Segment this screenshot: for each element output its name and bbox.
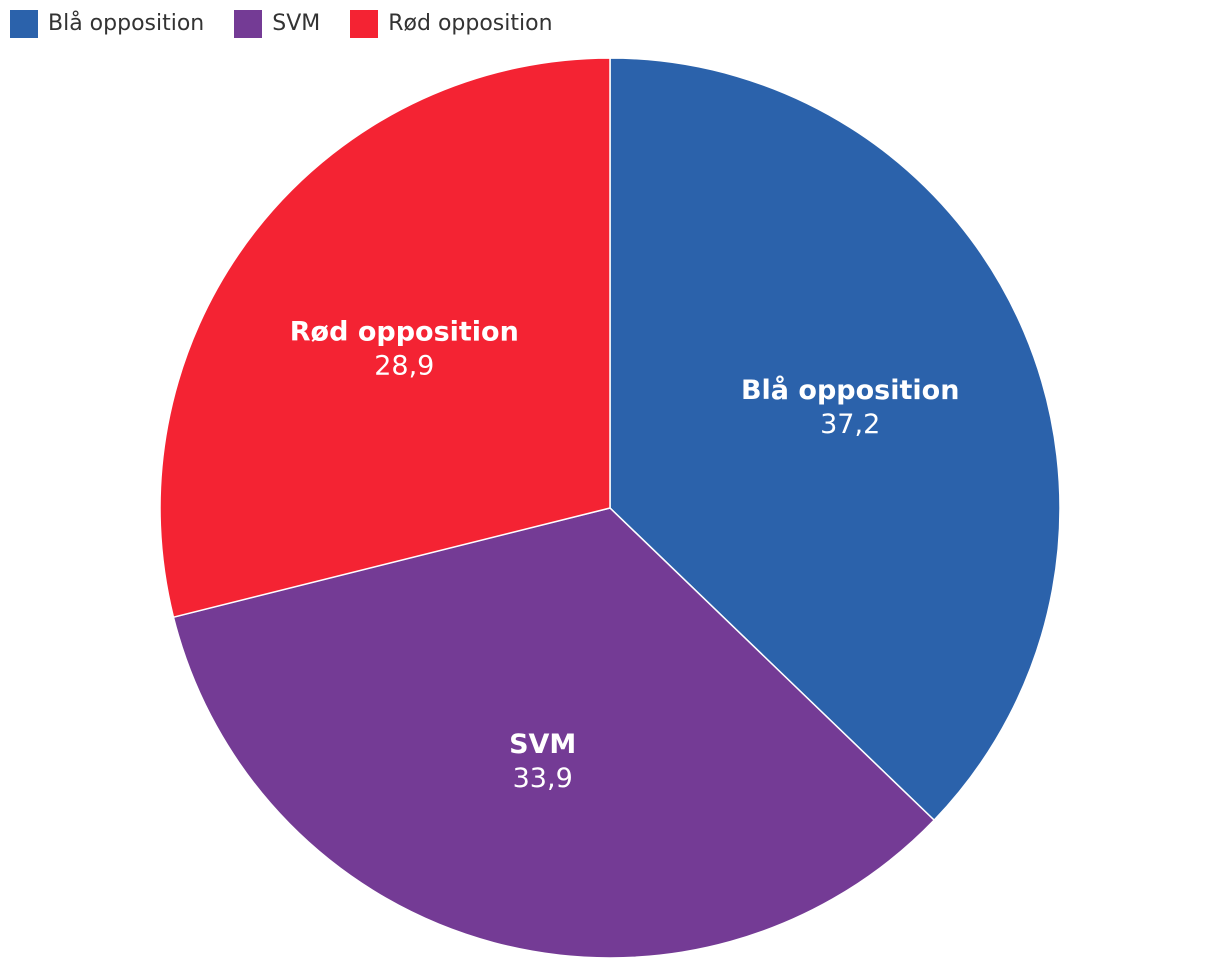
legend-item-bla-opposition[interactable]: Blå opposition (10, 10, 204, 38)
legend-label-rod-opposition: Rød opposition (388, 11, 553, 36)
legend-swatch-svm (234, 10, 263, 38)
slice-value-svm: 33,9 (513, 763, 573, 794)
legend-swatch-rod-opposition (350, 10, 379, 38)
slice-label-svm: SVM (509, 729, 576, 760)
legend-label-bla-opposition: Blå opposition (48, 11, 205, 36)
slice-value-bla-opposition: 37,2 (820, 409, 880, 440)
legend-swatch-bla-opposition (10, 10, 38, 38)
slice-label-rod-opposition: Rød opposition (290, 316, 519, 347)
pie-slice-svm[interactable] (172, 507, 935, 959)
slice-value-rod-opposition: 28,9 (374, 350, 434, 381)
legend-item-svm[interactable]: SVM (234, 10, 320, 38)
slice-label-bla-opposition: Blå opposition (741, 374, 959, 406)
pie-slice-rod-opposition[interactable] (159, 57, 611, 618)
pie-slice-bla-opposition[interactable] (609, 57, 1061, 821)
legend-label-svm: SVM (272, 11, 321, 36)
chart-legend: Blå opposition SVM Rød opposition (10, 9, 583, 39)
legend-item-rod-opposition[interactable]: Rød opposition (350, 10, 553, 38)
